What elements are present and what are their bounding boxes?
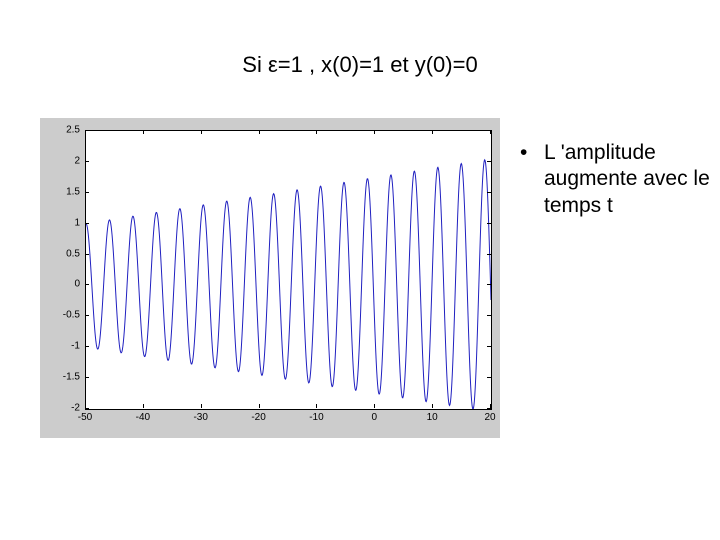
ytick-mark	[85, 377, 89, 378]
ytick-mark	[487, 377, 491, 378]
chart-axes	[85, 130, 492, 410]
xtick-mark	[374, 404, 375, 408]
ytick-mark	[487, 223, 491, 224]
xtick-mark	[490, 404, 491, 408]
line-plot	[86, 131, 491, 409]
xtick-mark	[201, 130, 202, 134]
xtick-label: -30	[193, 412, 207, 423]
xtick-mark	[432, 404, 433, 408]
xtick-mark	[85, 130, 86, 134]
ytick-label: 0	[50, 279, 80, 290]
xtick-label: -40	[136, 412, 150, 423]
ytick-label: -2	[50, 403, 80, 414]
ytick-label: 1	[50, 217, 80, 228]
ytick-mark	[85, 161, 89, 162]
ytick-mark	[85, 346, 89, 347]
page-title: Si ε=1 , x(0)=1 et y(0)=0	[0, 52, 720, 78]
chart-panel: -2 -1.5 -1 -0.5 0 0.5 1 1.5 2 2.5 -50 -40 -30 -20 -10 0…	[40, 118, 500, 438]
ytick-mark	[85, 223, 89, 224]
bullet-list: • L 'amplitude augmente avec le temps t	[520, 140, 710, 219]
xtick-label: -20	[251, 412, 265, 423]
ytick-mark	[85, 315, 89, 316]
xtick-label: 0	[372, 412, 378, 423]
xtick-mark	[85, 404, 86, 408]
xtick-mark	[316, 404, 317, 408]
ytick-mark	[85, 284, 89, 285]
xtick-mark	[259, 130, 260, 134]
ytick-mark	[487, 346, 491, 347]
ytick-mark	[487, 408, 491, 409]
xtick-mark	[143, 404, 144, 408]
slide: Si ε=1 , x(0)=1 et y(0)=0 -2 -1.5 -1 -0.5 0 0…	[0, 0, 720, 540]
ytick-mark	[85, 254, 89, 255]
bullet-marker: •	[520, 140, 544, 219]
xtick-mark	[316, 130, 317, 134]
xtick-mark	[259, 404, 260, 408]
xtick-mark	[201, 404, 202, 408]
ytick-mark	[487, 192, 491, 193]
bullet-text: L 'amplitude augmente avec le temps t	[544, 140, 710, 219]
xtick-mark	[143, 130, 144, 134]
ytick-label: -0.5	[50, 310, 80, 321]
xtick-label: -50	[78, 412, 92, 423]
xtick-label: 20	[484, 412, 495, 423]
ytick-mark	[487, 315, 491, 316]
ytick-mark	[487, 161, 491, 162]
ytick-label: 0.5	[50, 248, 80, 259]
xtick-mark	[374, 130, 375, 134]
ytick-label: 1.5	[50, 186, 80, 197]
ytick-label: -1	[50, 341, 80, 352]
bullet-item: • L 'amplitude augmente avec le temps t	[520, 140, 710, 219]
ytick-mark	[85, 192, 89, 193]
xtick-label: 10	[427, 412, 438, 423]
ytick-mark	[85, 408, 89, 409]
ytick-label: -1.5	[50, 372, 80, 383]
xtick-mark	[432, 130, 433, 134]
ytick-label: 2	[50, 155, 80, 166]
xtick-label: -10	[309, 412, 323, 423]
xtick-mark	[490, 130, 491, 134]
ytick-label: 2.5	[50, 125, 80, 136]
ytick-mark	[487, 284, 491, 285]
ytick-mark	[487, 254, 491, 255]
